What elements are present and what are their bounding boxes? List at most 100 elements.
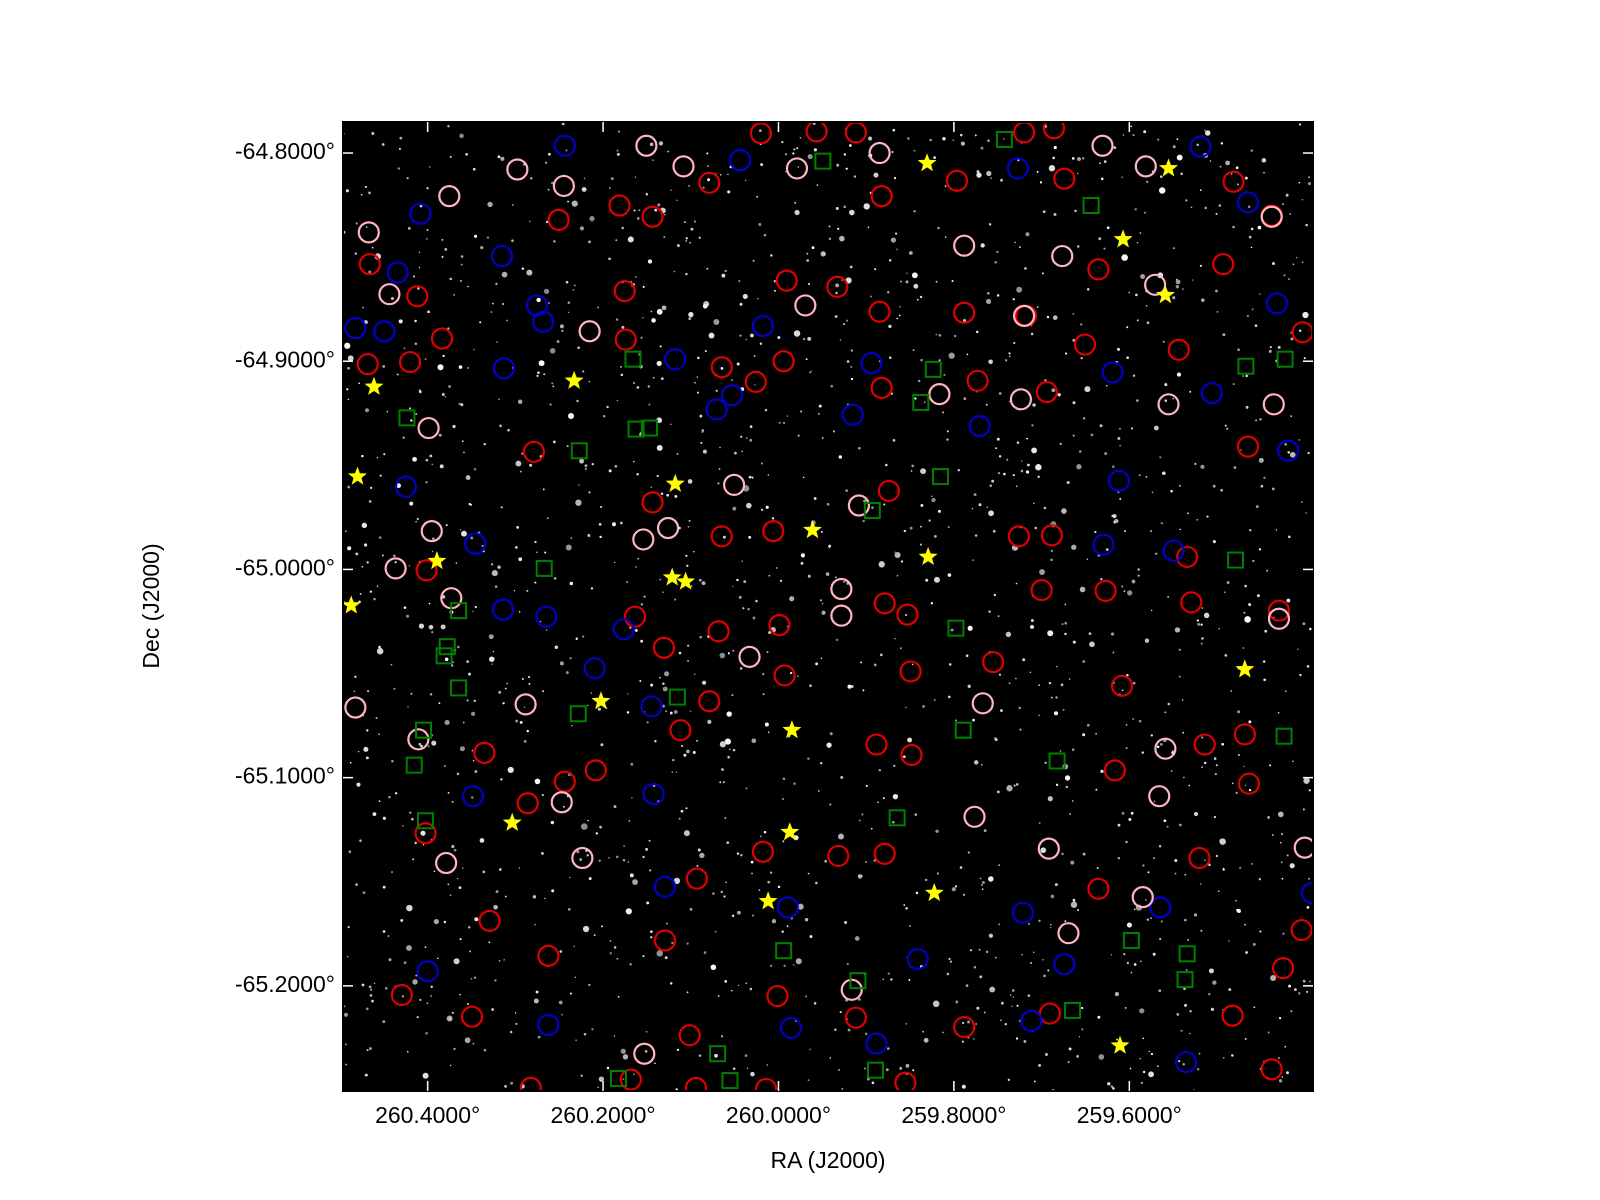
- background-star: [724, 269, 727, 273]
- background-star: [1178, 648, 1181, 651]
- square-marker: [535, 559, 553, 577]
- background-star: [708, 332, 715, 339]
- background-star: [504, 895, 507, 898]
- background-star: [543, 288, 550, 294]
- background-star: [998, 392, 1002, 395]
- background-star: [628, 820, 631, 822]
- background-star: [991, 479, 995, 483]
- background-star: [996, 250, 999, 254]
- background-star: [1050, 550, 1053, 552]
- background-star: [430, 985, 433, 989]
- background-star: [888, 259, 892, 262]
- background-star: [1248, 235, 1252, 239]
- background-star: [1289, 213, 1291, 215]
- background-star: [403, 347, 406, 350]
- background-star: [1305, 223, 1308, 227]
- background-star: [458, 886, 462, 890]
- background-star: [836, 163, 840, 167]
- background-star: [731, 694, 734, 697]
- background-star: [1188, 784, 1191, 787]
- background-star: [471, 749, 474, 752]
- background-star: [1136, 319, 1139, 322]
- background-star: [530, 177, 533, 180]
- background-star: [650, 936, 653, 939]
- background-star: [518, 557, 523, 562]
- background-star: [919, 295, 923, 299]
- background-star: [586, 854, 589, 857]
- background-star: [382, 885, 386, 889]
- background-star: [523, 706, 526, 709]
- background-star: [960, 141, 965, 146]
- background-star: [629, 873, 634, 878]
- circle-marker: [776, 896, 799, 919]
- circle-marker: [751, 840, 775, 863]
- background-star: [528, 682, 531, 685]
- circle-marker: [779, 1016, 802, 1040]
- background-star: [740, 853, 743, 857]
- background-star: [713, 318, 720, 325]
- background-star: [1153, 800, 1156, 803]
- background-star: [841, 279, 843, 282]
- circle-marker: [1193, 733, 1216, 756]
- background-star: [782, 777, 786, 781]
- background-star: [959, 866, 963, 869]
- background-star: [947, 573, 952, 577]
- background-star: [750, 333, 754, 338]
- background-star: [1244, 1038, 1247, 1040]
- background-star: [736, 362, 740, 366]
- background-star: [467, 367, 470, 369]
- circle-marker: [953, 1015, 976, 1039]
- background-star: [1099, 162, 1101, 165]
- background-star: [922, 705, 925, 708]
- background-star: [899, 306, 901, 308]
- background-star: [1212, 980, 1217, 985]
- background-star: [488, 634, 494, 640]
- background-star: [635, 566, 637, 568]
- square-marker: [1237, 357, 1255, 375]
- background-star: [1072, 898, 1076, 902]
- background-star: [1193, 913, 1198, 917]
- background-star: [571, 724, 573, 727]
- background-star: [1135, 293, 1138, 297]
- background-star: [412, 275, 416, 278]
- background-star: [768, 631, 772, 635]
- background-star: [1218, 627, 1220, 630]
- background-star: [710, 964, 717, 971]
- star-marker: [918, 546, 938, 565]
- background-star: [535, 990, 539, 994]
- background-star: [701, 581, 706, 586]
- background-star: [408, 407, 411, 410]
- background-star: [841, 1087, 844, 1090]
- background-star: [1119, 497, 1122, 500]
- background-star: [343, 1005, 346, 1008]
- background-star: [371, 246, 374, 249]
- background-star: [418, 251, 421, 254]
- background-star: [905, 1022, 908, 1025]
- circle-marker: [894, 1071, 917, 1091]
- background-star: [1164, 711, 1167, 714]
- background-star: [1221, 742, 1225, 746]
- background-star: [794, 201, 797, 204]
- background-star: [1243, 765, 1245, 768]
- background-star: [739, 667, 743, 670]
- star-marker: [1110, 1035, 1130, 1054]
- background-star: [1217, 890, 1220, 893]
- background-star: [579, 858, 583, 861]
- background-star: [373, 597, 376, 601]
- background-star: [1267, 1031, 1270, 1034]
- background-star: [1167, 595, 1170, 598]
- circle-marker: [583, 657, 606, 680]
- background-star: [783, 964, 786, 967]
- background-star: [882, 978, 884, 981]
- background-star: [346, 388, 349, 391]
- background-star: [1080, 357, 1083, 360]
- background-star: [579, 226, 585, 231]
- circle-marker: [1009, 388, 1033, 411]
- background-star: [715, 389, 719, 392]
- background-star: [865, 784, 868, 788]
- background-star: [491, 663, 493, 665]
- background-star: [913, 283, 919, 289]
- square-marker: [415, 721, 433, 739]
- background-star: [1244, 616, 1251, 623]
- background-star: [976, 1006, 980, 1010]
